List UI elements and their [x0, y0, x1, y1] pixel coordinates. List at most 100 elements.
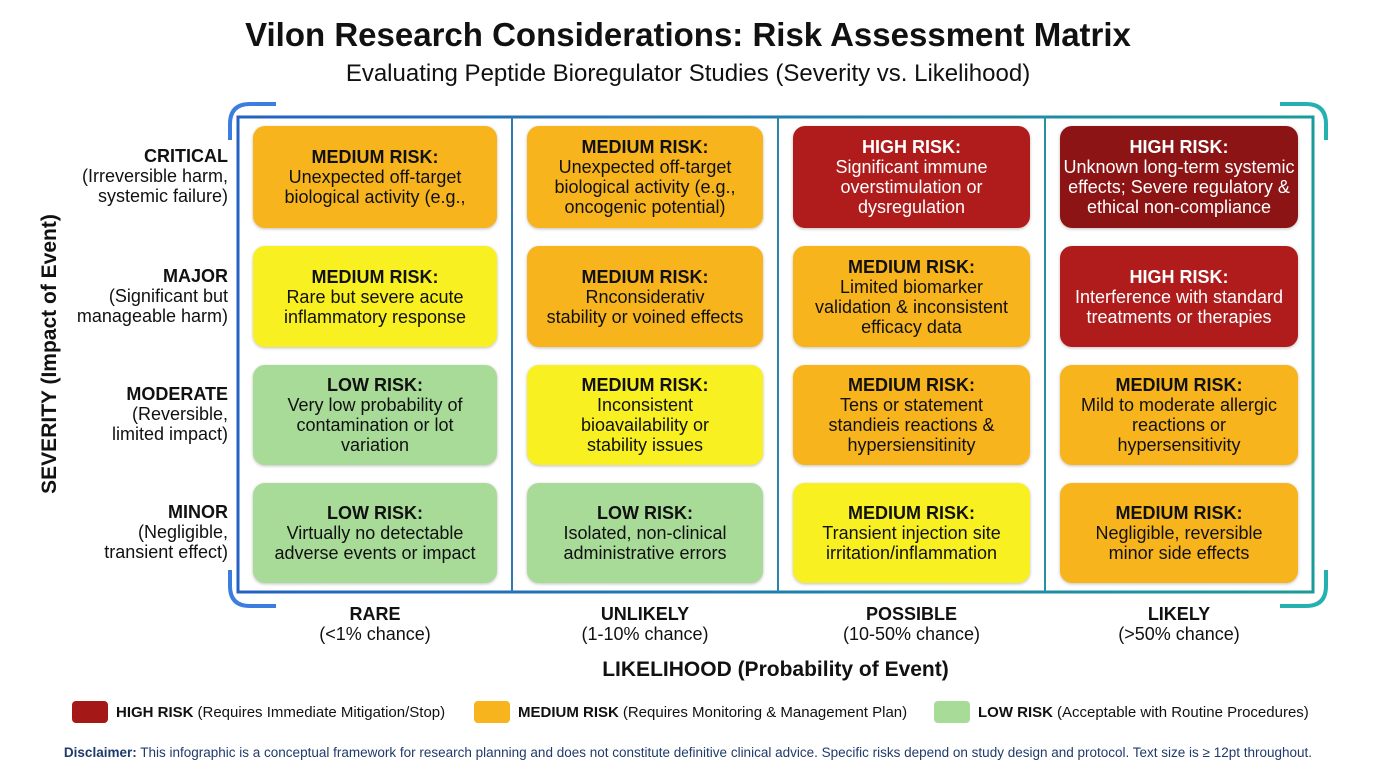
risk-text: overstimulation or [840, 177, 983, 197]
risk-cell: HIGH RISK: Interference with standard trea… [1060, 246, 1298, 347]
risk-cell: HIGH RISK: Significant immune overstimulat… [793, 126, 1030, 228]
risk-cell: MEDIUM RISK: Unexpected off-target biologi… [253, 126, 497, 228]
row-label: CRITICAL (Irreversible harm, systemic fail… [82, 146, 228, 206]
risk-level: MEDIUM RISK: [581, 137, 709, 157]
legend-label: MEDIUM RISK [518, 703, 619, 721]
risk-level: LOW RISK: [327, 503, 423, 523]
risk-cell: MEDIUM RISK: Inconsistent bioavailability … [527, 365, 763, 465]
risk-text: stability issues [586, 435, 704, 455]
column-name: POSSIBLE [865, 604, 958, 624]
risk-text: variation [340, 435, 410, 455]
risk-level: MEDIUM RISK: [581, 375, 709, 395]
legend-swatch [474, 701, 510, 723]
row-desc: limited impact) [111, 424, 228, 444]
risk-cell: MEDIUM RISK: Negligible, reversible minor … [1060, 483, 1298, 583]
disclaimer: Disclaimer: This infographic is a concep… [0, 745, 1376, 760]
risk-text: minor side effects [1108, 543, 1250, 563]
row-label: MINOR (Negligible, transient effect) [104, 502, 228, 562]
risk-cell: MEDIUM RISK: Unexpected off-target biologi… [527, 126, 763, 228]
title: Vilon Research Considerations: Risk Asse… [245, 16, 1131, 53]
risk-text: hypersiensitinity [847, 435, 976, 455]
risk-text: Isolated, non-clinical [563, 523, 727, 543]
risk-level: MEDIUM RISK: [848, 256, 975, 277]
risk-cell: LOW RISK: Isolated, non-clinical administr… [527, 483, 763, 583]
risk-cell: HIGH RISK: Unknown long-term systemic effe… [1060, 126, 1298, 228]
legend-item: LOW RISK (Acceptable with Routine Procedu… [934, 701, 1309, 723]
risk-text: Transient injection site [822, 523, 1001, 543]
legend-swatch [934, 701, 970, 723]
column-label: RARE (<1% chance) [241, 604, 509, 644]
risk-text: standieis reactions & [828, 415, 995, 435]
legend-swatch [72, 701, 108, 723]
column-label: POSSIBLE (10-50% chance) [778, 604, 1046, 644]
risk-cell: MEDIUM RISK: Limited biomarker validation … [793, 246, 1030, 347]
risk-text: Mild to moderate allergic [1080, 395, 1278, 415]
column-desc: (10-50% chance) [842, 624, 981, 644]
risk-text: validation & inconsistent [814, 296, 1009, 317]
risk-text: Rare but severe acute [286, 286, 464, 307]
column-label: LIKELY (>50% chance) [1045, 604, 1313, 644]
column-label: UNLIKELY (1-10% chance) [511, 604, 779, 644]
risk-cell: MEDIUM RISK: Rnconsiderativ stability or v… [527, 246, 763, 347]
row-label: MAJOR (Significant but manageable harm) [77, 266, 228, 326]
row-desc: (Irreversible harm, [81, 166, 228, 186]
risk-level: LOW RISK: [327, 375, 423, 395]
risk-level: MEDIUM RISK: [311, 266, 439, 287]
risk-cell: MEDIUM RISK: Transient injection site irri… [793, 483, 1030, 583]
x-axis-label: LIKELIHOOD (Probability of Event) [602, 658, 949, 681]
risk-level: LOW RISK: [597, 503, 693, 523]
risk-level: MEDIUM RISK: [1115, 503, 1243, 523]
risk-text: administrative errors [563, 543, 727, 563]
risk-text: Tens or statement [839, 395, 984, 415]
row-desc: systemic failure) [97, 186, 228, 206]
legend-desc: (Acceptable with Routine Procedures) [1057, 703, 1309, 721]
subtitle: Evaluating Peptide Bioregulator Studies … [345, 60, 1031, 87]
risk-cell: LOW RISK: Very low probability of contamin… [253, 365, 497, 465]
row-desc: (Negligible, [137, 522, 228, 542]
risk-text: Limited biomarker [839, 276, 984, 297]
risk-cell: MEDIUM RISK: Mild to moderate allergic rea… [1060, 365, 1298, 465]
risk-text: Unexpected off-target [288, 167, 462, 187]
row-name: MAJOR [162, 265, 228, 286]
risk-text: Negligible, reversible [1095, 523, 1263, 543]
risk-text: Rnconsiderativ [585, 286, 705, 307]
risk-text: oncogenic potential) [564, 197, 726, 217]
risk-level: HIGH RISK: [862, 137, 961, 157]
legend-desc: (Requires Immediate Mitigation/Stop) [197, 703, 446, 721]
risk-text: dysregulation [857, 197, 966, 217]
risk-level: MEDIUM RISK: [311, 147, 439, 167]
disclaimer-label: Disclaimer: [63, 745, 137, 760]
row-desc: manageable harm) [76, 305, 228, 326]
row-desc: (Significant but [108, 285, 228, 306]
risk-text: Inconsistent [596, 395, 694, 415]
risk-text: bioavailability or [580, 415, 710, 435]
risk-cell: MEDIUM RISK: Tens or statement standieis r… [793, 365, 1030, 465]
legend-desc: (Requires Monitoring & Management Plan) [622, 703, 908, 721]
column-name: LIKELY [1147, 604, 1211, 624]
risk-text: Interference with standard [1074, 286, 1284, 307]
risk-text: adverse events or impact [274, 543, 476, 563]
risk-text: biological activity (e.g., [284, 187, 466, 207]
legend-item: HIGH RISK (Requires Immediate Mitigation/… [72, 701, 445, 723]
risk-text: reactions or [1131, 415, 1227, 435]
row-name: MINOR [168, 502, 228, 522]
risk-text: biological activity (e.g., [554, 177, 736, 197]
risk-level: MEDIUM RISK: [848, 375, 975, 395]
risk-cell: MEDIUM RISK: Rare but severe acute inflamm… [253, 246, 497, 347]
risk-text: efficacy data [861, 316, 962, 337]
risk-text: Significant immune [835, 157, 988, 177]
risk-text: Virtually no detectable [286, 523, 464, 543]
risk-level: HIGH RISK: [1129, 137, 1229, 157]
risk-level: MEDIUM RISK: [1115, 375, 1243, 395]
risk-level: HIGH RISK: [1129, 266, 1229, 287]
column-name: UNLIKELY [600, 604, 690, 624]
risk-cell: LOW RISK: Virtually no detectable adverse … [253, 483, 497, 583]
risk-level: MEDIUM RISK: [848, 503, 975, 523]
row-name: MODERATE [126, 384, 228, 404]
risk-text: Unexpected off-target [558, 157, 732, 177]
column-desc: (1-10% chance) [581, 624, 709, 644]
risk-text: hypersensitivity [1117, 435, 1241, 455]
row-desc: transient effect) [104, 542, 228, 562]
